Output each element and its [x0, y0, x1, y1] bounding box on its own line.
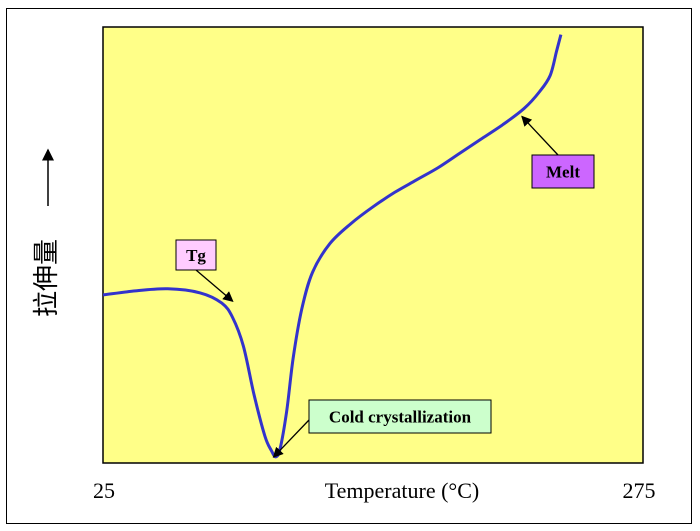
annotation-arrow: [195, 269, 234, 302]
annotation-box: [175, 239, 217, 271]
x-tick-label-275: 275: [623, 478, 656, 503]
annotation-arrow: [272, 419, 310, 458]
x-axis-label: Temperature (°C): [325, 478, 479, 503]
annotation-box: [531, 154, 595, 189]
annotation-melt: Melt: [521, 115, 595, 189]
x-tick-label-25: 25: [93, 478, 115, 503]
annotation-label: Tg: [186, 246, 206, 265]
annotation-tg: Tg: [175, 239, 234, 302]
annotation-arrow: [521, 115, 559, 156]
annotation-box: [308, 399, 492, 434]
y-axis-label: 拉伸量: [32, 239, 61, 317]
annotation-label: Melt: [546, 163, 580, 182]
annotation-cold-crystallization: Cold crystallization: [272, 399, 492, 458]
series-line: [103, 34, 563, 459]
annotation-label: Cold crystallization: [329, 408, 472, 427]
